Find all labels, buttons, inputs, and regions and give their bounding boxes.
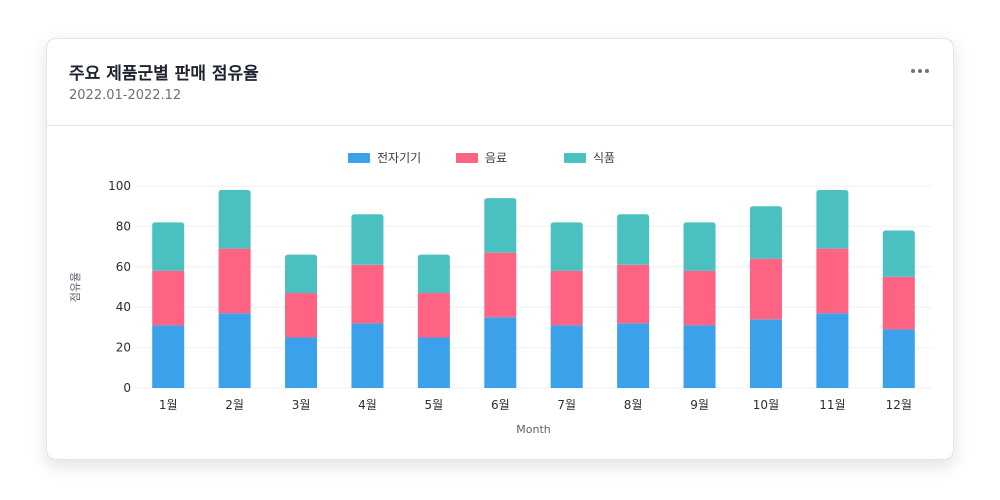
x-tick-label: 1월 (159, 398, 178, 412)
bar-segment-0[interactable] (351, 323, 384, 388)
y-tick-label: 20 (116, 341, 131, 355)
bar-segment-0[interactable] (152, 325, 185, 388)
bar-segment-1[interactable] (218, 248, 251, 314)
x-axis: 1월 2월 3월 4월 5월 6월 7월 8월 9월 10월 11월 12월 (159, 398, 912, 412)
x-tick-label: 3월 (292, 398, 311, 412)
more-options-button[interactable] (911, 69, 929, 73)
legend-label: 식품 (593, 151, 615, 165)
x-tick-label: 12월 (886, 398, 912, 412)
y-axis-title: 점유율 (69, 272, 82, 302)
bar-segment-2[interactable] (484, 198, 517, 253)
bar-segment-0[interactable] (617, 323, 650, 388)
y-tick-label: 0 (123, 381, 131, 395)
x-tick-label: 11월 (819, 398, 845, 412)
bar-segment-2[interactable] (617, 214, 650, 265)
legend-label: 음료 (485, 151, 507, 165)
bar-segment-1[interactable] (417, 293, 450, 338)
bar-segment-0[interactable] (816, 313, 849, 388)
x-axis-title: Month (516, 423, 551, 436)
bar-segment-1[interactable] (683, 270, 716, 326)
x-tick-label: 10월 (753, 398, 779, 412)
legend-item[interactable]: 전자기기 (348, 151, 421, 165)
card-title: 주요 제품군별 판매 점유율 (69, 64, 259, 84)
bars (152, 190, 915, 388)
bar-segment-0[interactable] (417, 337, 450, 389)
legend-item[interactable]: 식품 (564, 151, 615, 165)
more-dot-icon (918, 69, 922, 73)
y-tick-label: 80 (116, 219, 131, 233)
legend-item[interactable]: 음료 (456, 151, 507, 165)
bar-segment-1[interactable] (484, 252, 517, 318)
bar-segment-1[interactable] (152, 270, 185, 326)
y-axis: 0 20 40 60 80 100 (108, 179, 131, 395)
bar-segment-2[interactable] (417, 254, 450, 294)
bar-segment-1[interactable] (749, 258, 782, 320)
y-tick-label: 60 (116, 260, 131, 274)
bar-segment-1[interactable] (351, 264, 384, 324)
bar-segment-1[interactable] (550, 270, 583, 326)
legend-swatch (456, 153, 478, 163)
bar-segment-1[interactable] (285, 293, 318, 338)
bar-segment-2[interactable] (816, 190, 849, 249)
bar-segment-2[interactable] (285, 254, 318, 294)
grid-lines (135, 185, 932, 389)
bar-segment-0[interactable] (749, 319, 782, 388)
x-tick-label: 2월 (225, 398, 244, 412)
bar-segment-2[interactable] (218, 190, 251, 249)
y-tick-label: 40 (116, 300, 131, 314)
bar-segment-2[interactable] (550, 222, 583, 271)
bar-segment-0[interactable] (882, 329, 915, 388)
bar-segment-0[interactable] (218, 313, 251, 388)
bar-segment-2[interactable] (351, 214, 384, 265)
bar-segment-2[interactable] (152, 222, 185, 271)
bar-segment-2[interactable] (683, 222, 716, 271)
legend-swatch (348, 153, 370, 163)
x-tick-label: 4월 (358, 398, 377, 412)
bar-segment-1[interactable] (617, 264, 650, 324)
more-dot-icon (911, 69, 915, 73)
bar-segment-2[interactable] (882, 230, 915, 277)
bar-segment-1[interactable] (882, 276, 915, 330)
header-divider (47, 125, 953, 126)
bar-segment-0[interactable] (484, 317, 517, 388)
x-tick-label: 8월 (624, 398, 643, 412)
bar-segment-2[interactable] (749, 206, 782, 259)
x-tick-label: 7월 (557, 398, 576, 412)
x-tick-label: 6월 (491, 398, 510, 412)
more-dot-icon (925, 69, 929, 73)
bar-segment-0[interactable] (550, 325, 583, 388)
legend-label: 전자기기 (377, 151, 421, 165)
legend: 전자기기 음료 식품 (348, 151, 615, 165)
bar-segment-1[interactable] (816, 248, 849, 314)
legend-swatch (564, 153, 586, 163)
bar-segment-0[interactable] (683, 325, 716, 388)
y-tick-label: 100 (108, 179, 131, 193)
x-tick-label: 5월 (425, 398, 444, 412)
bar-segment-0[interactable] (285, 337, 318, 389)
card-subtitle: 2022.01-2022.12 (69, 88, 182, 103)
x-tick-label: 9월 (690, 398, 709, 412)
